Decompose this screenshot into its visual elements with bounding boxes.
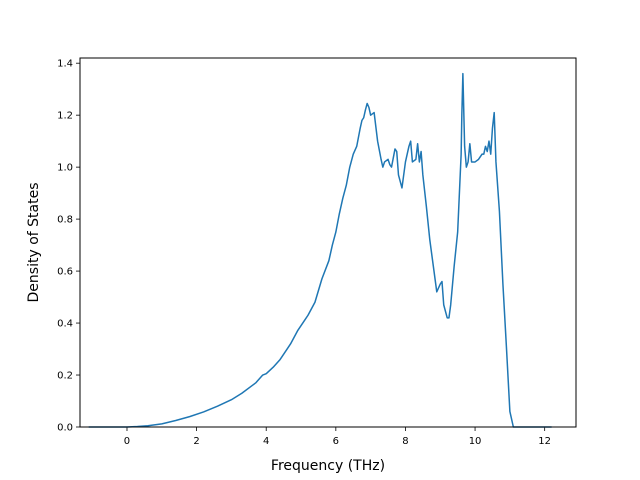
x-tick-label: 8 [402, 436, 408, 447]
y-tick-label: 1.0 [57, 163, 73, 174]
plot-frame [79, 57, 577, 428]
y-tick-label: 1.2 [57, 111, 73, 122]
y-axis-title: Density of States [26, 183, 42, 303]
y-tick-label: 0.8 [57, 215, 73, 226]
y-tick-label: 0.4 [57, 319, 73, 330]
x-axis-title: Frequency (THz) [271, 458, 385, 474]
dos-curve [88, 72, 552, 428]
y-tick-label: 0.2 [57, 371, 73, 382]
x-tick-label: 4 [263, 436, 269, 447]
ticks-layer: 0 2 4 6 8 10 12 0.0 0.2 0.4 0.6 0.8 1.0 1.2 1.4 [57, 59, 551, 447]
y-tick-label: 0.0 [57, 423, 73, 434]
y-tick-label: 1.4 [57, 59, 73, 70]
x-tick-label: 10 [469, 436, 482, 447]
x-tick-label: 6 [333, 436, 339, 447]
y-tick-label: 0.6 [57, 267, 73, 278]
x-tick-label: 0 [124, 436, 130, 447]
x-tick-label: 2 [193, 436, 199, 447]
x-tick-label: 12 [538, 436, 551, 447]
